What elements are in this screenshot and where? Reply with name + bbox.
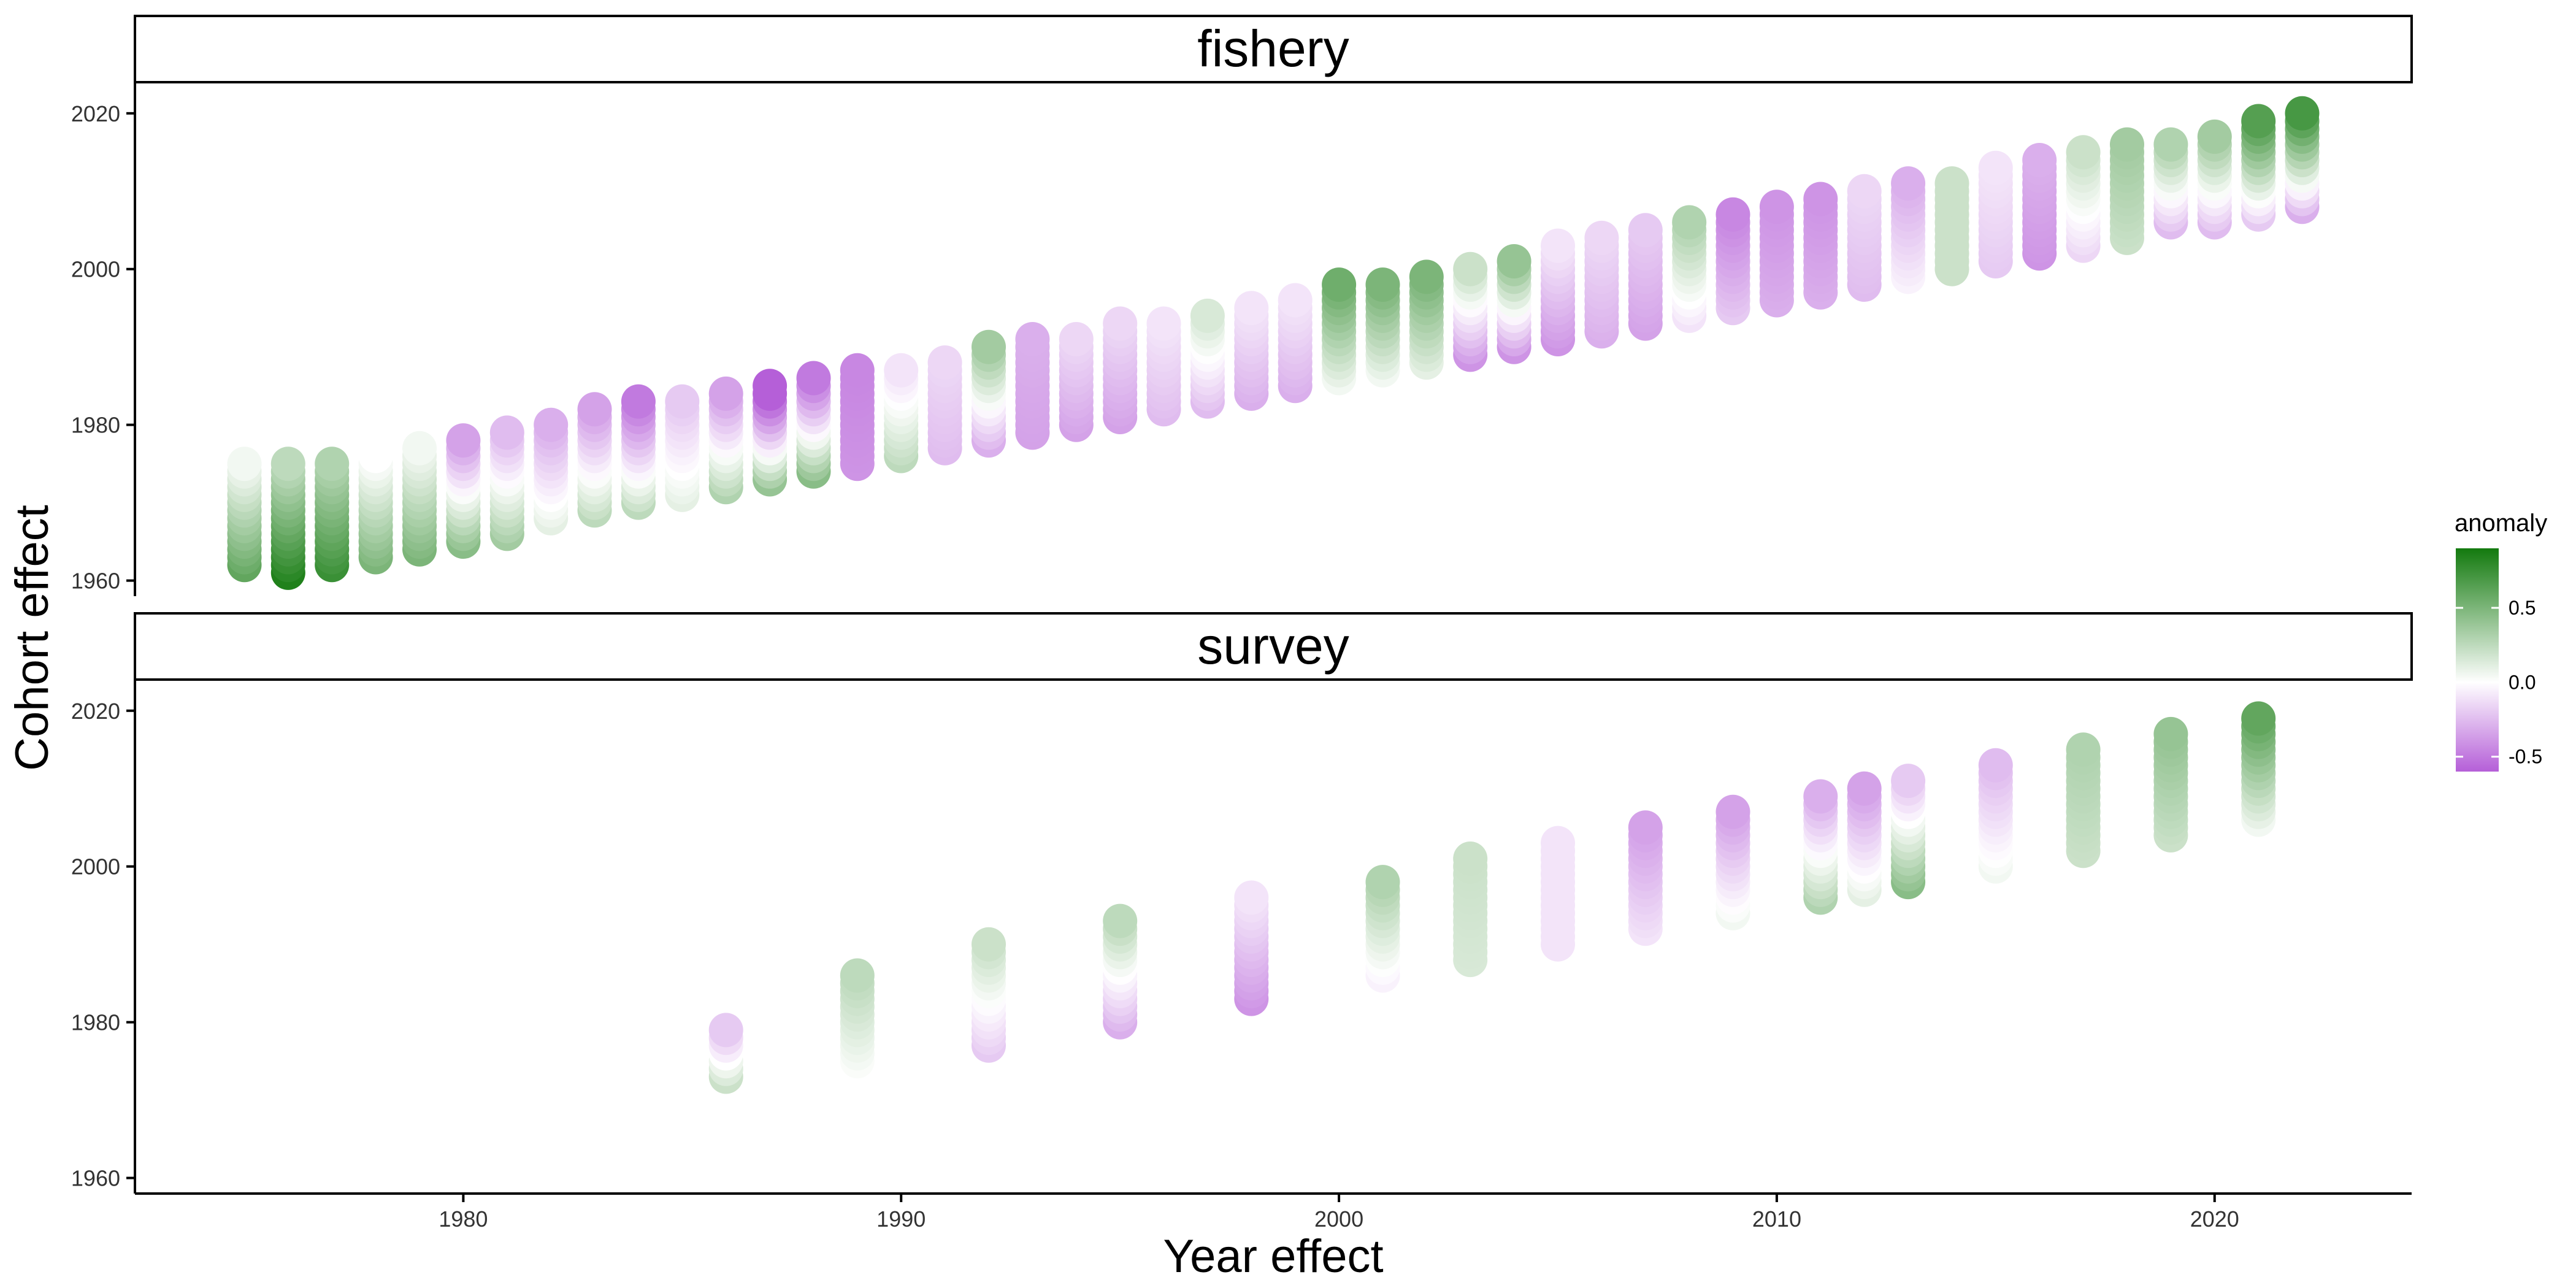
- x-tick-label: 2010: [1752, 1206, 1801, 1232]
- legend-tick-label: -0.5: [2509, 746, 2542, 768]
- data-point: [534, 407, 569, 442]
- y-axis-title: Cohort effect: [6, 505, 58, 771]
- data-point: [227, 447, 262, 481]
- y-tick-label: 1960: [71, 569, 120, 594]
- facet-survey: survey 1960 1980 2000 2020: [71, 612, 2413, 1194]
- data-point: [753, 369, 788, 404]
- data-point: [577, 392, 612, 427]
- data-point: [1453, 251, 1488, 286]
- data-point: [1628, 213, 1663, 248]
- x-tick-label: 1980: [439, 1206, 488, 1232]
- data-point: [927, 345, 962, 380]
- facet-strip-label-fishery: fishery: [1197, 20, 1349, 77]
- data-point: [2197, 119, 2232, 154]
- y-tick-label: 2000: [71, 854, 120, 880]
- data-point: [2110, 127, 2144, 162]
- data-point: [1190, 298, 1225, 333]
- y-tick-label: 2020: [71, 101, 120, 126]
- y-tick-label: 2020: [71, 699, 120, 724]
- legend-colorbar: [2456, 548, 2499, 772]
- legend-title: anomaly: [2455, 510, 2547, 537]
- data-point: [1715, 197, 1750, 232]
- data-point: [2066, 135, 2101, 170]
- data-point: [2153, 716, 2188, 751]
- data-point: [1409, 259, 1444, 294]
- data-point: [1322, 267, 1357, 302]
- data-point: [315, 447, 350, 481]
- facet-strip-survey: [134, 612, 2413, 681]
- legend: anomaly -0.5 0.0 0.5: [2455, 510, 2547, 772]
- x-tick-label: 1990: [876, 1206, 926, 1232]
- legend-tick-label: 0.5: [2509, 597, 2536, 619]
- data-point: [1584, 220, 1619, 255]
- data-point: [884, 353, 919, 388]
- x-ticks: 1980 1990 2000 2010 2020: [439, 1194, 2239, 1232]
- data-point: [1715, 794, 1750, 829]
- data-point: [1234, 291, 1269, 326]
- y-tick-label: 1960: [71, 1166, 120, 1191]
- data-point: [2241, 701, 2276, 736]
- x-tick-label: 2000: [1314, 1206, 1363, 1232]
- data-point: [2241, 104, 2276, 139]
- data-point: [708, 376, 743, 411]
- facet-fishery: fishery 1960 1980 2000 2020: [71, 15, 2413, 596]
- data-point: [1803, 779, 1838, 814]
- legend-ticks: -0.5 0.0 0.5: [2456, 597, 2542, 768]
- facet-strip-label-survey: survey: [1197, 617, 1349, 675]
- data-point: [665, 384, 700, 419]
- data-point: [1847, 174, 1882, 209]
- data-point: [1541, 228, 1575, 263]
- data-point: [1628, 810, 1663, 845]
- data-point: [402, 431, 437, 466]
- data-point: [1891, 764, 1926, 799]
- y-ticks-survey: 1960 1980 2000 2020: [71, 699, 135, 1191]
- data-point: [2066, 732, 2101, 767]
- data-point: [972, 927, 1006, 962]
- data-point: [2022, 143, 2057, 177]
- data-point: [1978, 748, 2013, 783]
- facet-strip-fishery: [134, 15, 2413, 83]
- x-axis-title: Year effect: [1163, 1230, 1383, 1282]
- data-point: [1146, 306, 1181, 341]
- data-point: [1891, 166, 1926, 201]
- data-point: [270, 447, 305, 481]
- data-point: [1672, 205, 1707, 240]
- y-tick-label: 1980: [71, 1010, 120, 1035]
- points-survey: [708, 701, 2276, 1094]
- data-point: [1103, 306, 1138, 341]
- data-point: [1978, 150, 2013, 185]
- data-point: [1103, 903, 1138, 938]
- data-point: [1497, 244, 1531, 278]
- data-point: [1059, 322, 1094, 356]
- data-point: [840, 958, 875, 993]
- legend-tick-label: 0.0: [2509, 671, 2536, 693]
- data-point: [1278, 283, 1313, 318]
- data-point: [1365, 267, 1400, 302]
- data-point: [446, 423, 481, 458]
- data-point: [489, 415, 524, 450]
- data-point: [358, 439, 393, 473]
- x-tick-label: 2020: [2190, 1206, 2239, 1232]
- data-point: [1541, 826, 1575, 861]
- data-point: [1453, 841, 1488, 876]
- y-ticks-fishery: 1960 1980 2000 2020: [71, 101, 135, 594]
- data-point: [972, 329, 1006, 364]
- y-tick-label: 1980: [71, 413, 120, 438]
- points-fishery: [227, 96, 2320, 590]
- data-point: [840, 353, 875, 388]
- data-point: [708, 1013, 743, 1048]
- data-point: [1365, 865, 1400, 900]
- data-point: [2153, 127, 2188, 162]
- data-point: [1803, 182, 1838, 217]
- data-point: [621, 384, 656, 419]
- data-point: [796, 361, 831, 396]
- data-point: [1234, 880, 1269, 915]
- y-tick-label: 2000: [71, 257, 120, 282]
- data-point: [1015, 322, 1050, 356]
- data-point: [1847, 771, 1882, 806]
- data-point: [1934, 166, 1969, 201]
- data-point: [1759, 190, 1794, 224]
- data-point: [2285, 96, 2320, 131]
